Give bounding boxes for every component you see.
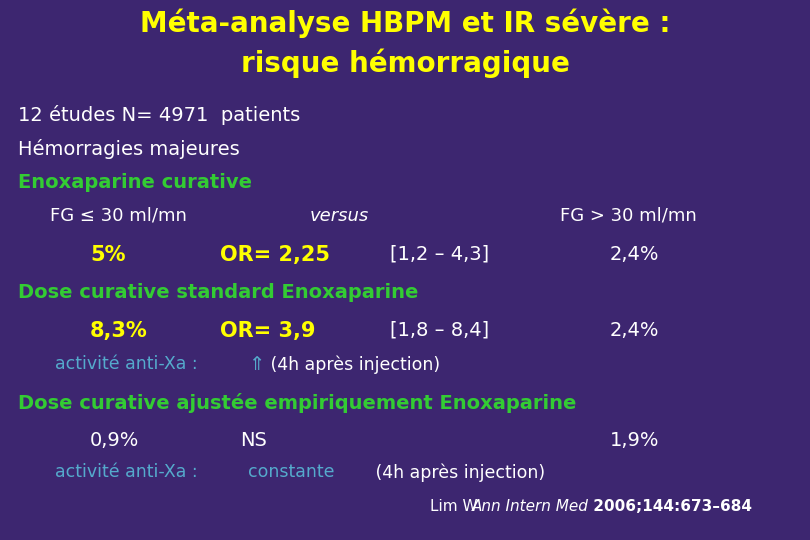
Text: 2,4%: 2,4% <box>610 245 659 264</box>
Text: 5%: 5% <box>90 245 126 265</box>
Text: 1,9%: 1,9% <box>610 431 659 450</box>
Text: activité anti-Xa :: activité anti-Xa : <box>55 355 203 373</box>
Text: FG ≤ 30 ml/mn: FG ≤ 30 ml/mn <box>50 207 187 225</box>
Text: ⇑: ⇑ <box>248 355 264 374</box>
Text: 8,3%: 8,3% <box>90 321 147 341</box>
Text: [1,8 – 8,4]: [1,8 – 8,4] <box>390 321 489 340</box>
Text: OR= 3,9: OR= 3,9 <box>220 321 316 341</box>
Text: (4h après injection): (4h après injection) <box>370 463 545 482</box>
Text: Lim W: Lim W <box>430 499 483 514</box>
Text: 2,4%: 2,4% <box>610 321 659 340</box>
Text: risque hémorragique: risque hémorragique <box>241 48 569 78</box>
Text: 12 études N= 4971  patients: 12 études N= 4971 patients <box>18 105 301 125</box>
Text: FG > 30 ml/mn: FG > 30 ml/mn <box>560 207 697 225</box>
Text: Hémorragies majeures: Hémorragies majeures <box>18 139 240 159</box>
Text: Dose curative ajustée empiriquement Enoxaparine: Dose curative ajustée empiriquement Enox… <box>18 393 577 413</box>
Text: versus: versus <box>310 207 369 225</box>
Text: 0,9%: 0,9% <box>90 431 139 450</box>
Text: (4h après injection): (4h après injection) <box>265 355 440 374</box>
Text: 2006;144:673–684: 2006;144:673–684 <box>588 499 752 514</box>
Text: Dose curative standard Enoxaparine: Dose curative standard Enoxaparine <box>18 283 419 302</box>
Text: Ann Intern Med: Ann Intern Med <box>472 499 589 514</box>
Text: Enoxaparine curative: Enoxaparine curative <box>18 173 252 192</box>
Text: activité anti-Xa :: activité anti-Xa : <box>55 463 203 481</box>
Text: Méta-analyse HBPM et IR sévère :: Méta-analyse HBPM et IR sévère : <box>140 8 670 37</box>
Text: NS: NS <box>240 431 266 450</box>
Text: OR= 2,25: OR= 2,25 <box>220 245 330 265</box>
Text: [1,2 – 4,3]: [1,2 – 4,3] <box>390 245 489 264</box>
Text: constante: constante <box>248 463 335 481</box>
